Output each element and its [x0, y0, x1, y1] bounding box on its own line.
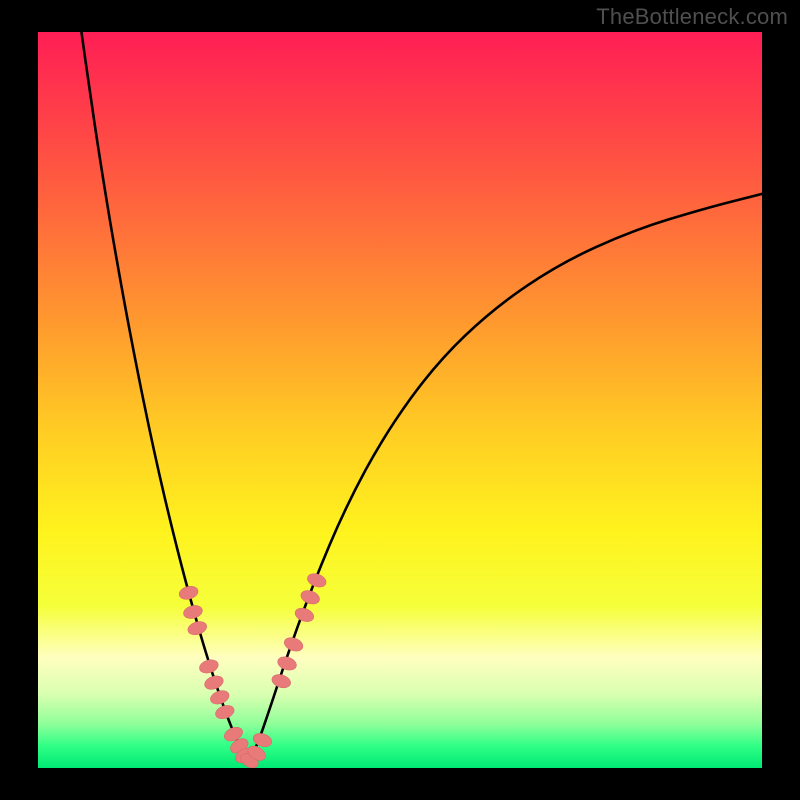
plot-background: [38, 32, 762, 768]
bottleneck-curve-chart: [0, 0, 800, 800]
chart-stage: TheBottleneck.com: [0, 0, 800, 800]
